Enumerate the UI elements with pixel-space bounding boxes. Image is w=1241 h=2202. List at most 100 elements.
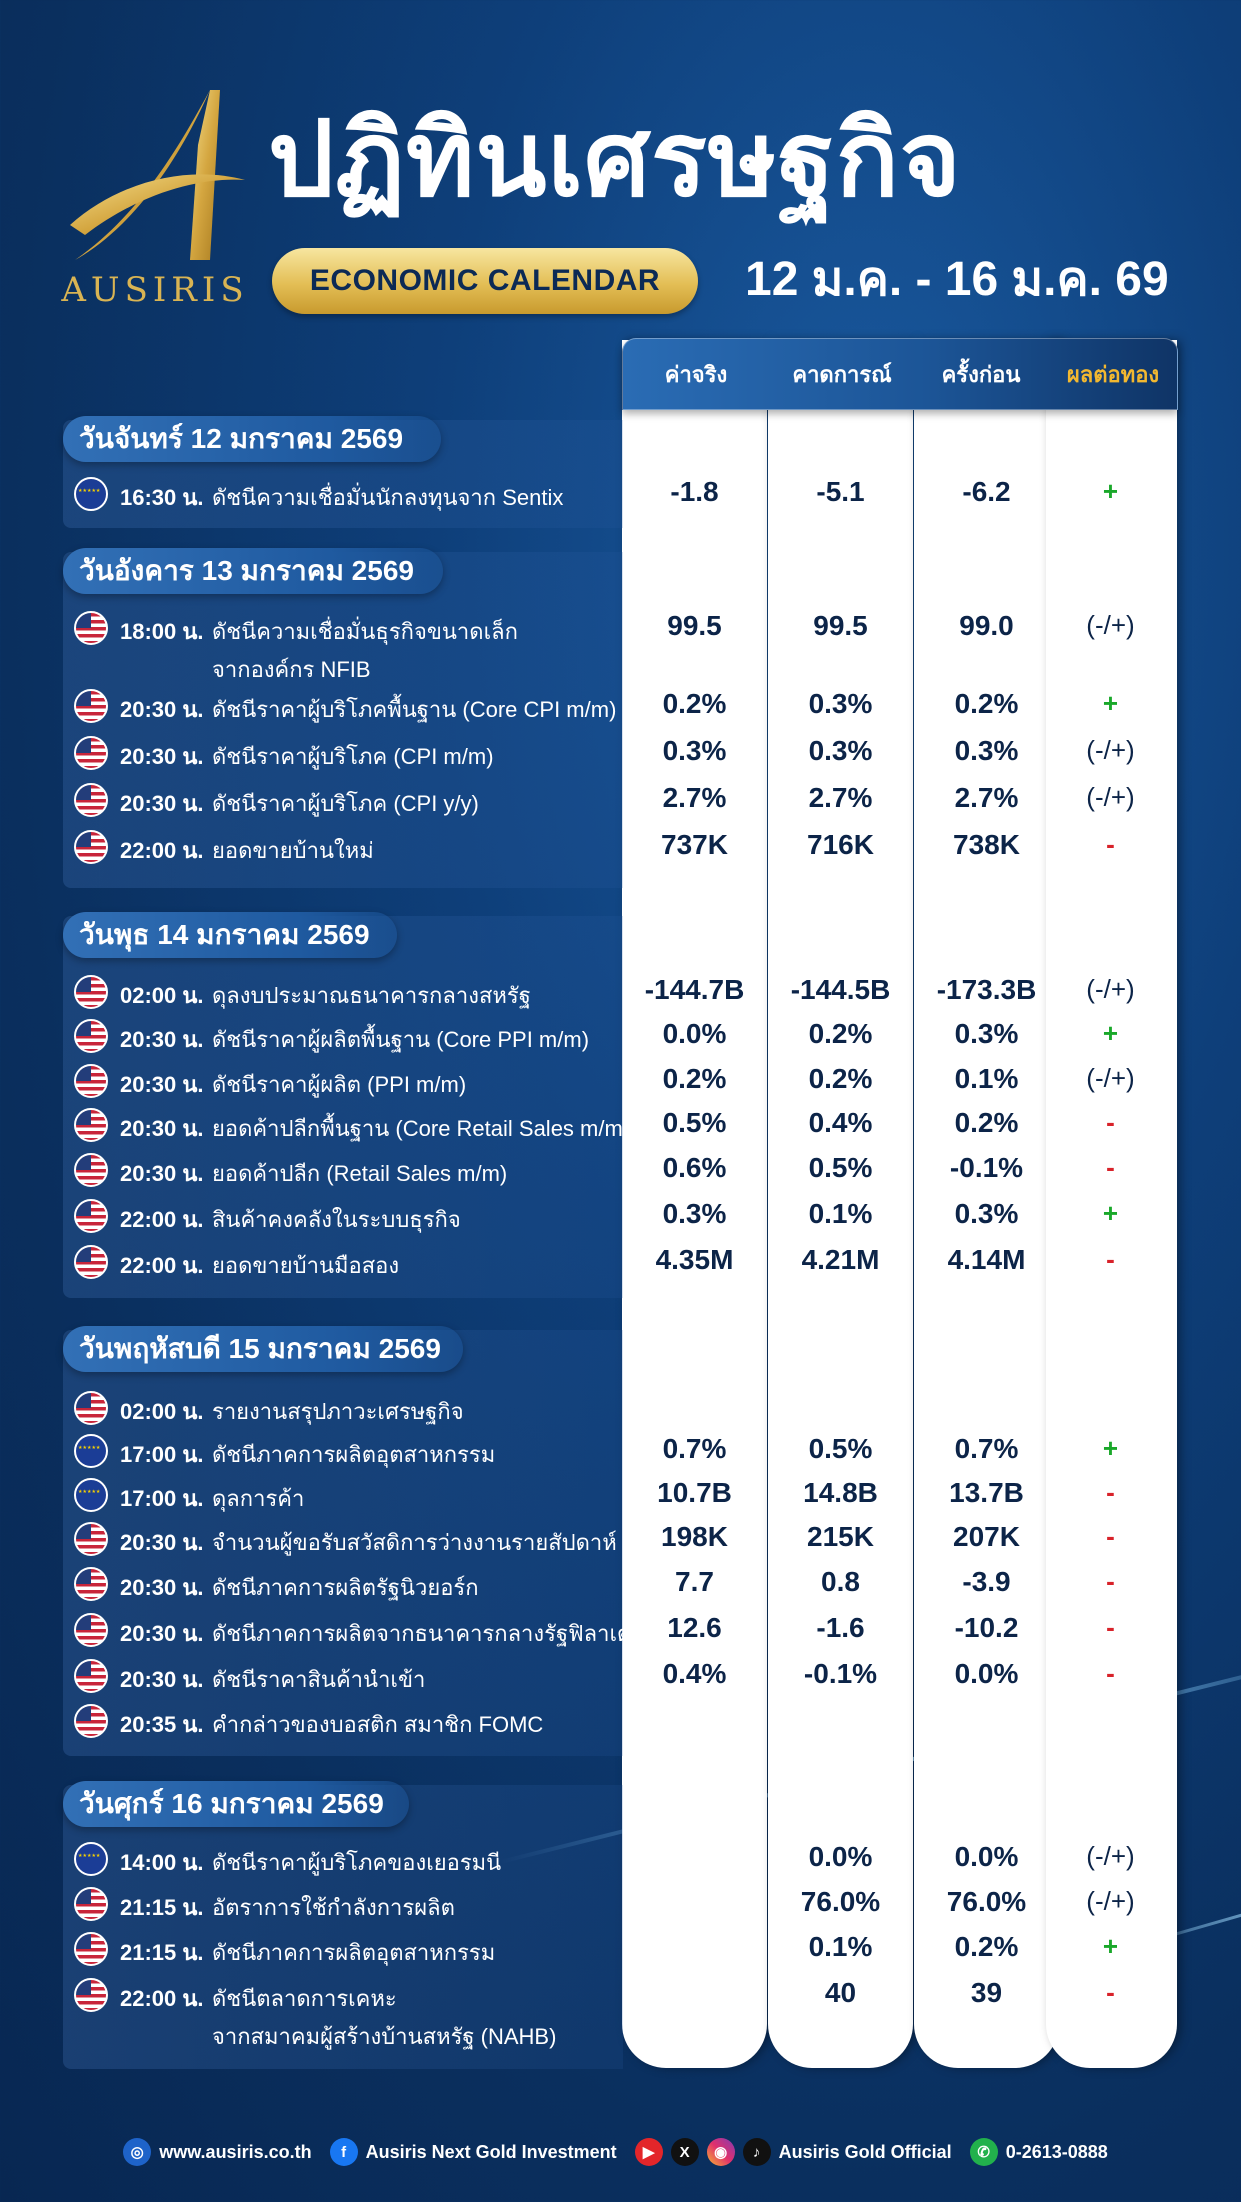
previous-value: 0.2% [954, 688, 1019, 719]
forecast-value: 4.21M [801, 1244, 880, 1275]
event-row: 20:30 น. ดัชนีราคาผู้บริโภคพื้นฐาน (Core… [74, 682, 1194, 726]
event-row: 20:30 น. ดัชนีราคาผู้ผลิตพื้นฐาน (Core P… [74, 1012, 1194, 1056]
ausiris-logo [70, 90, 245, 260]
actual-value: 99.5 [667, 610, 722, 641]
gold-impact: - [1106, 1107, 1115, 1137]
forecast-value: 76.0% [800, 1886, 881, 1917]
youtube-icon[interactable]: ▶ [634, 2138, 663, 2166]
previous-value: 2.7% [954, 782, 1019, 813]
previous-value: -10.2 [954, 1612, 1019, 1643]
table-header: ค่าจริง คาดการณ์ ครั้งก่อน ผลต่อทอง [622, 338, 1178, 410]
day-panel [63, 1785, 623, 2069]
day-header: วันอังคาร 13 มกราคม 2569 [63, 548, 443, 594]
day-panel [63, 552, 623, 888]
event-row: 21:15 น. ดัชนีภาคการผลิตอุตสาหกรรม 0.1% … [74, 1925, 1194, 1969]
event-name: ดัชนีราคาผู้บริโภค (CPI m/m) [212, 744, 494, 769]
forecast-value: -144.5B [790, 974, 891, 1005]
event-time: 20:30 น. [120, 1072, 204, 1097]
event-row: 20:30 น. ดัชนีภาคการผลิตรัฐนิวยอร์ก 7.7 0… [74, 1560, 1194, 1604]
gold-impact: (-/+) [1086, 1841, 1135, 1871]
event-name: รายงานสรุปภาวะเศรษฐกิจ [212, 1399, 464, 1424]
previous-value: 39 [970, 1977, 1003, 2008]
us-flag-icon [74, 783, 108, 817]
actual-value: 737K [661, 829, 728, 860]
forecast-value: 0.2% [808, 1018, 873, 1049]
phone-icon: ✆ [969, 2138, 998, 2166]
us-flag-icon [74, 1153, 108, 1187]
forecast-value: 0.2% [808, 1063, 873, 1094]
tiktok-icon[interactable]: ♪ [742, 2138, 771, 2166]
previous-value: 0.2% [954, 1931, 1019, 1962]
gold-impact: + [1102, 688, 1119, 718]
event-row: 22:00 น. สินค้าคงคลังในระบบธุรกิจ 0.3% 0.… [74, 1192, 1194, 1236]
us-flag-icon [74, 1932, 108, 1966]
forecast-value: 215K [807, 1521, 874, 1552]
actual-value: 4.35M [655, 1244, 734, 1275]
previous-value: 99.0 [959, 610, 1014, 641]
us-flag-icon [74, 1978, 108, 2012]
forecast-value: 99.5 [813, 610, 868, 641]
phone-number[interactable]: 0-2613-0888 [1005, 2141, 1108, 2162]
event-row: 22:00 น. ดัชนีตลาดการเคหะ จากสมาคมผู้สร้า… [74, 1971, 1194, 2049]
event-row: 02:00 น. ดุลงบประมาณธนาคารกลางสหรัฐ -144.… [74, 968, 1194, 1012]
us-flag-icon [74, 736, 108, 770]
gold-impact: - [1106, 1977, 1115, 2007]
gold-impact: - [1106, 1477, 1115, 1507]
event-time: 18:00 น. [120, 619, 204, 644]
event-name: ยอดขายบ้านใหม่ [212, 838, 374, 863]
social-handle[interactable]: Ausiris Gold Official [778, 2141, 952, 2162]
actual-column [622, 340, 767, 2068]
instagram-icon[interactable]: ◉ [706, 2138, 735, 2166]
event-name: ดัชนีภาคการผลิตอุตสาหกรรม [212, 1442, 496, 1467]
forecast-value: 0.4% [808, 1107, 873, 1138]
day-header: วันจันทร์ 12 มกราคม 2569 [63, 416, 441, 462]
us-flag-icon [74, 1108, 108, 1142]
website-link[interactable]: www.ausiris.co.th [159, 2141, 312, 2162]
gold-impact: - [1106, 1612, 1115, 1642]
event-name: ดัชนีความเชื่อมั่นนักลงทุนจาก Sentix [212, 485, 564, 510]
us-flag-icon [74, 1704, 108, 1738]
actual-value: 0.7% [662, 1433, 727, 1464]
event-row: 02:00 น. รายงานสรุปภาวะเศรษฐกิจ [74, 1384, 1194, 1428]
previous-value: 0.2% [954, 1107, 1019, 1138]
event-time: 20:30 น. [120, 1027, 204, 1052]
facebook-icon[interactable]: f [329, 2138, 358, 2166]
previous-value: 13.7B [949, 1477, 1024, 1508]
event-row: 22:00 น. ยอดขายบ้านมือสอง 4.35M 4.21M 4.1… [74, 1238, 1194, 1282]
gold-impact: + [1102, 1198, 1119, 1228]
us-flag-icon [74, 611, 108, 645]
day-header: วันศุกร์ 16 มกราคม 2569 [63, 1781, 409, 1827]
gold-impact: - [1106, 1521, 1115, 1551]
footer: ◎ www.ausiris.co.th f Ausiris Next Gold … [0, 2132, 1241, 2172]
event-time: 20:30 น. [120, 1116, 204, 1141]
event-time: 02:00 น. [120, 1399, 204, 1424]
event-row: 20:30 น. ดัชนีราคาผู้บริโภค (CPI m/m) 0.3… [74, 729, 1194, 773]
gold-impact: + [1102, 476, 1119, 506]
event-name: ดัชนีภาคการผลิตรัฐนิวยอร์ก [212, 1575, 479, 1600]
facebook-link[interactable]: Ausiris Next Gold Investment [365, 2141, 617, 2162]
event-name: อัตราการใช้กำลังการผลิต [212, 1895, 455, 1920]
x-icon[interactable]: X [670, 2138, 699, 2166]
event-row: 16:30 น. ดัชนีความเชื่อมั่นนักลงทุนจาก S… [74, 470, 1194, 514]
us-flag-icon [74, 975, 108, 1009]
event-name: ดัชนีตลาดการเคหะ [212, 1986, 397, 2011]
event-time: 16:30 น. [120, 485, 204, 510]
actual-value: 0.4% [662, 1658, 727, 1689]
event-name: สินค้าคงคลังในระบบธุรกิจ [212, 1207, 461, 1232]
gold-impact: + [1102, 1018, 1119, 1048]
event-time: 20:30 น. [120, 744, 204, 769]
event-time: 21:15 น. [120, 1895, 204, 1920]
col-header-forecast: คาดการณ์ [792, 362, 892, 387]
forecast-value: 0.5% [808, 1152, 873, 1183]
event-name: ดุลการค้า [212, 1486, 305, 1511]
forecast-value: 0.3% [808, 688, 873, 719]
event-name: ดัชนีภาคการผลิตอุตสาหกรรม [212, 1940, 496, 1965]
eu-flag-icon [74, 1842, 108, 1876]
actual-value: -1.8 [670, 476, 719, 507]
event-time: 17:00 น. [120, 1486, 204, 1511]
event-row: 21:15 น. อัตราการใช้กำลังการผลิต 76.0% 7… [74, 1880, 1194, 1924]
event-row: 20:35 น. คำกล่าวของบอสติก สมาชิก FOMC [74, 1697, 1194, 1741]
actual-value: 10.7B [657, 1477, 732, 1508]
actual-value: 0.6% [662, 1152, 727, 1183]
us-flag-icon [74, 1659, 108, 1693]
